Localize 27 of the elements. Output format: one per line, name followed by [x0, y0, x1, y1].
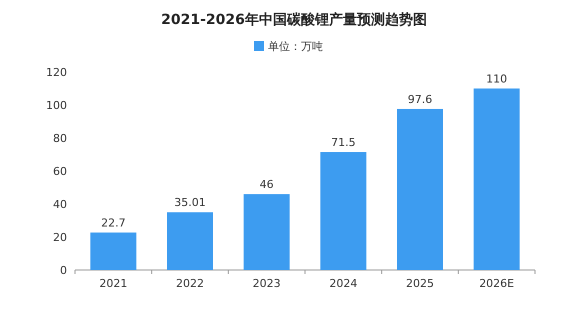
chart-title: 2021-2026年中国碳酸锂产量预测趋势图 [161, 11, 427, 28]
bar [167, 212, 213, 270]
x-tick-label: 2021 [99, 277, 128, 290]
y-tick-label: 40 [53, 198, 67, 211]
bar [244, 194, 290, 270]
y-tick-label: 80 [53, 132, 67, 145]
x-tick-label: 2023 [252, 277, 281, 290]
x-tick-label: 2022 [176, 277, 204, 290]
y-tick-label: 60 [53, 165, 67, 178]
bar [397, 108, 443, 270]
x-tick-label: 2026E [479, 277, 514, 290]
data-label: 110 [486, 72, 508, 86]
x-tick-label: 2024 [329, 277, 358, 290]
bar [474, 88, 520, 270]
y-tick-label: 0 [60, 264, 67, 277]
data-label: 35.01 [174, 196, 206, 210]
data-label: 97.6 [408, 92, 432, 106]
data-label: 71.5 [331, 136, 356, 150]
bar [90, 232, 136, 270]
bar [320, 152, 366, 270]
x-tick-label: 2025 [406, 277, 434, 290]
y-tick-label: 120 [46, 66, 67, 79]
data-label: 22.7 [101, 216, 126, 230]
y-tick-label: 100 [46, 99, 67, 112]
legend-label: 单位：万吨 [268, 40, 323, 53]
y-tick-label: 20 [53, 231, 67, 244]
data-label: 46 [260, 178, 274, 192]
